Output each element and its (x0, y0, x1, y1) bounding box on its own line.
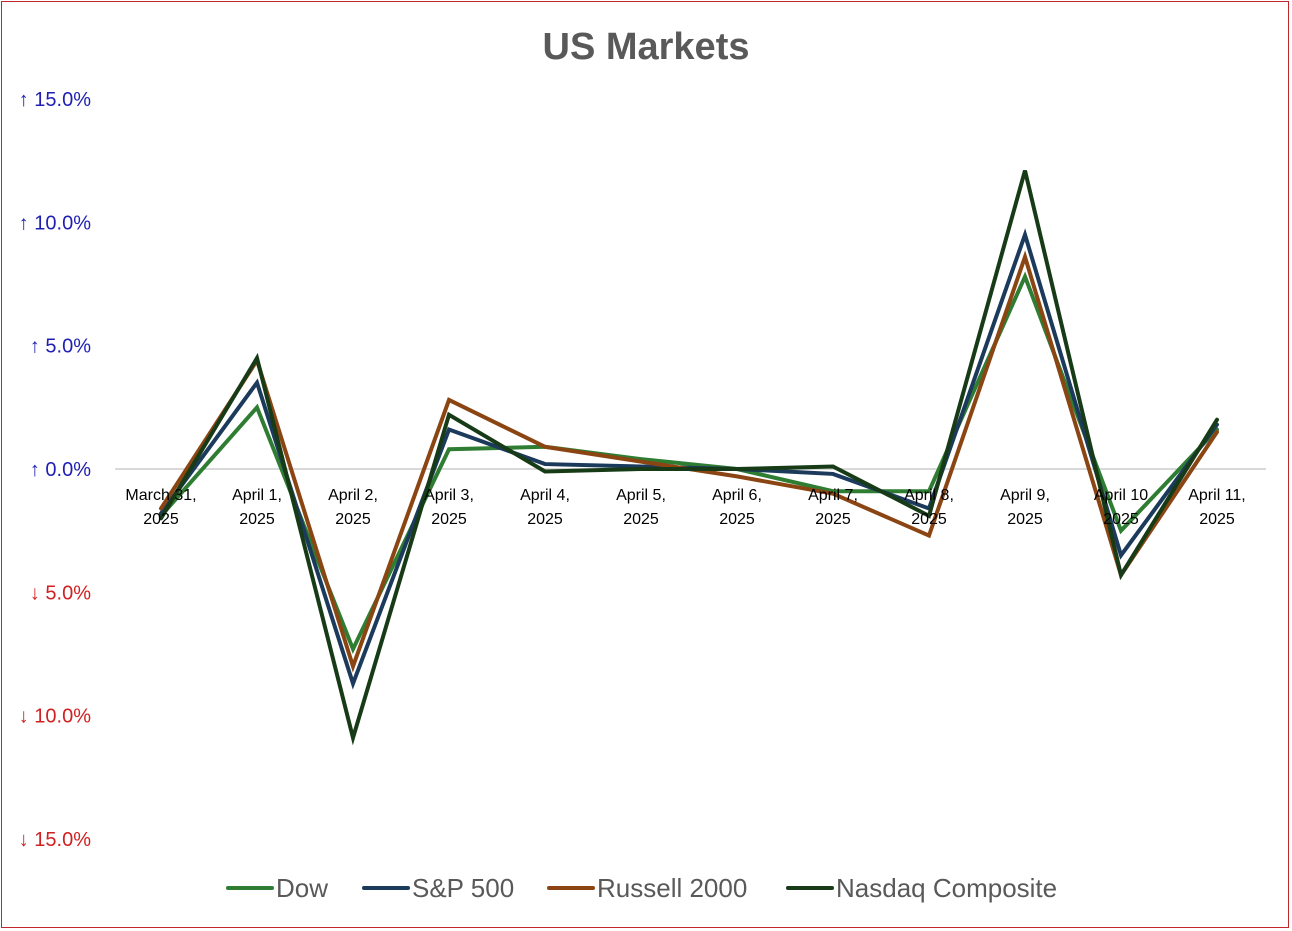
y-tick-label: ↓ 15.0% (19, 829, 91, 851)
x-tick-label-line: 2025 (527, 511, 563, 528)
x-tick-label-line: 2025 (431, 511, 467, 528)
x-tick-label: March 31, 2025 (125, 487, 196, 528)
x-tick-label-line: April 1, (232, 487, 282, 504)
x-tick-label-line: 2025 (143, 511, 179, 528)
y-tick-label: ↑ 15.0% (19, 89, 91, 111)
y-axis-ticks: ↑ 15.0% ↑ 10.0% ↑ 5.0% ↑ 0.0% ↓ 5.0% ↓ 10.0% ↓… (19, 89, 91, 851)
x-tick-label-line: 2025 (623, 511, 659, 528)
series-line-s-p-500 (159, 228, 1219, 690)
x-tick-label: April 10 2025 (1094, 487, 1148, 528)
x-tick-label-line: April 9, (1000, 487, 1050, 504)
x-tick-label-line: April 5, (616, 487, 666, 504)
y-tick-label: ↓ 5.0% (30, 582, 91, 604)
legend-label: Dow (276, 873, 328, 903)
legend-label: S&P 500 (412, 873, 514, 903)
x-tick-label-line: April 8, (904, 487, 954, 504)
legend: Dow S&P 500 Russell 2000 Nasdaq Composite (226, 873, 1057, 903)
y-tick-label: ↑ 10.0% (19, 212, 91, 234)
x-tick-label-line: April 4, (520, 487, 570, 504)
x-tick-label-line: 2025 (815, 511, 851, 528)
x-tick-label-line: March 31, (125, 487, 196, 504)
x-tick-label-line: 2025 (1103, 511, 1139, 528)
x-tick-label-line: April 7, (808, 487, 858, 504)
series-line-nasdaq-composite (159, 169, 1219, 746)
x-tick-label: April 6, 2025 (712, 487, 762, 528)
x-tick-label-line: April 6, (712, 487, 762, 504)
x-tick-label-line: April 10 (1094, 487, 1148, 504)
x-tick-label-line: April 11, (1188, 487, 1246, 504)
x-tick-label: April 2, 2025 (328, 487, 378, 528)
legend-label: Nasdaq Composite (836, 873, 1057, 903)
legend-label: Russell 2000 (597, 873, 747, 903)
x-tick-label-line: April 2, (328, 487, 378, 504)
x-tick-label: April 3, 2025 (424, 487, 474, 528)
series-lines (159, 169, 1219, 746)
x-tick-label: April 11, 2025 (1188, 487, 1246, 528)
x-tick-label-line: 2025 (911, 511, 947, 528)
x-tick-label-line: April 3, (424, 487, 474, 504)
x-tick-label-line: 2025 (1007, 511, 1043, 528)
x-tick-label: April 9, 2025 (1000, 487, 1050, 528)
x-tick-label: April 4, 2025 (520, 487, 570, 528)
x-tick-label: April 5, 2025 (616, 487, 666, 528)
x-tick-label-line: 2025 (335, 511, 371, 528)
chart-title: US Markets (543, 26, 750, 68)
x-tick-label-line: 2025 (239, 511, 275, 528)
y-tick-label: ↓ 10.0% (19, 706, 91, 728)
y-tick-label: ↑ 5.0% (30, 336, 91, 358)
series-line-dow (159, 271, 1219, 655)
x-tick-label: April 7, 2025 (808, 487, 858, 528)
y-tick-label: ↑ 0.0% (30, 459, 91, 481)
x-tick-label: April 1, 2025 (232, 487, 282, 528)
x-tick-label: April 8, 2025 (904, 487, 954, 528)
x-tick-label-line: 2025 (719, 511, 755, 528)
x-tick-label-line: 2025 (1199, 511, 1235, 528)
